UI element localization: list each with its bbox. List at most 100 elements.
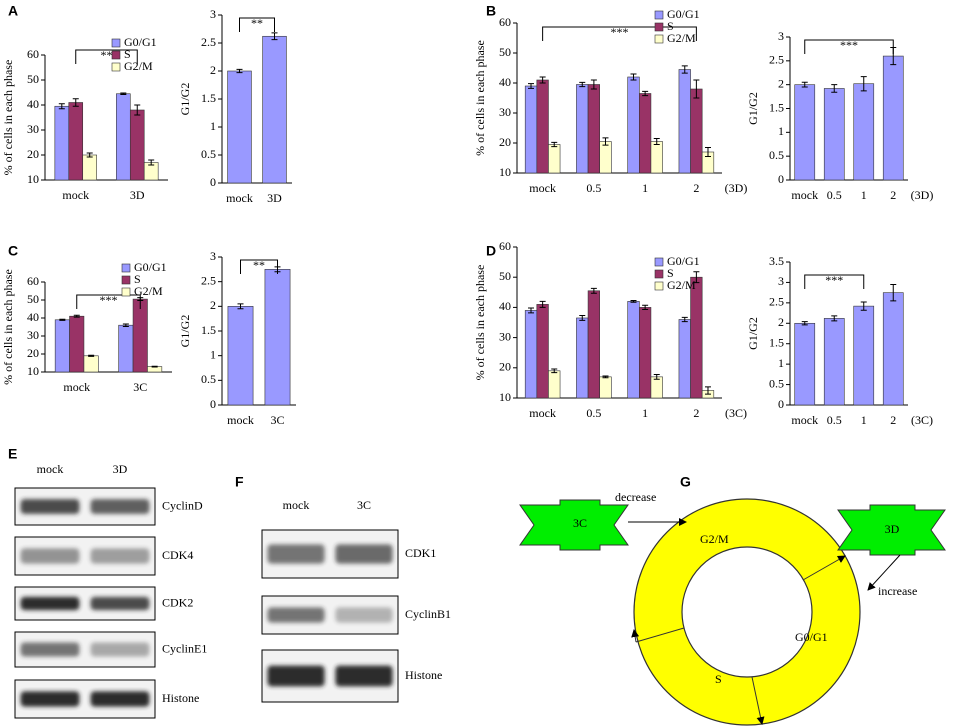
- y-tick-label: 1.5: [201, 323, 216, 337]
- bar: [599, 376, 612, 399]
- bar: [118, 324, 134, 373]
- error-bar: [148, 159, 155, 166]
- y-axis-label: G1/G2: [178, 315, 192, 348]
- legend-label: S: [124, 47, 131, 61]
- error-bar: [860, 76, 867, 92]
- y-tick-label: 1.5: [769, 335, 784, 349]
- band: [20, 499, 80, 514]
- y-axis-label: G1/G2: [178, 83, 192, 116]
- x-tick-label: mock: [529, 406, 556, 420]
- panel-label: A: [8, 3, 18, 19]
- y-tick-label: 0: [778, 172, 784, 186]
- y-tick-label: 2: [210, 63, 216, 77]
- error-bar: [653, 373, 660, 380]
- y-tick-label: 2.5: [201, 273, 216, 287]
- band: [267, 544, 325, 564]
- error-bar: [134, 104, 141, 116]
- error-bar: [831, 84, 838, 93]
- ribbon-label: 3C: [573, 516, 587, 530]
- y-tick-label: 30: [499, 105, 511, 119]
- legend-swatch: [121, 287, 131, 297]
- y-tick-label: 50: [499, 269, 511, 283]
- error-bar: [271, 32, 278, 41]
- error-bar: [681, 65, 688, 74]
- significance-bracket: [75, 49, 138, 64]
- cell-cycle-ring: [519, 498, 946, 726]
- band: [20, 548, 80, 564]
- bar: [548, 144, 561, 174]
- error-bar: [58, 103, 65, 110]
- x-tick-label: 3C: [270, 413, 284, 427]
- band: [335, 607, 393, 623]
- band: [90, 691, 150, 707]
- band-label: Histone: [405, 668, 442, 682]
- x-unit: (3C): [911, 413, 933, 427]
- y-axis-label: % of cells in each phase: [473, 265, 487, 381]
- y-tick-label: 60: [499, 239, 511, 253]
- y-tick-label: 0: [210, 397, 216, 411]
- legend-label: G2/M: [667, 31, 696, 45]
- y-axis-label: % of cells in each phase: [473, 40, 487, 156]
- legend-swatch: [111, 38, 121, 48]
- legend-swatch: [111, 62, 121, 72]
- y-tick-label: 0.5: [769, 148, 784, 162]
- significance: **: [101, 48, 113, 62]
- bar: [627, 301, 640, 399]
- panel-label: G: [680, 474, 691, 490]
- y-tick-label: 1: [778, 356, 784, 370]
- band-label: Histone: [162, 691, 199, 705]
- error-bar: [831, 315, 838, 322]
- y-tick-label: 30: [499, 329, 511, 343]
- legend-label: S: [667, 19, 674, 33]
- bar: [882, 292, 904, 406]
- x-tick-label: 2: [693, 181, 699, 195]
- y-tick-label: 1: [778, 124, 784, 138]
- y-tick-label: 3.5: [769, 254, 784, 268]
- y-tick-label: 60: [27, 274, 39, 288]
- bar: [132, 298, 148, 373]
- y-tick-label: 10: [499, 390, 511, 404]
- error-bar: [801, 321, 808, 326]
- y-axis-label: G1/G2: [746, 92, 760, 125]
- bar: [650, 376, 663, 399]
- error-bar: [681, 316, 688, 323]
- x-tick-label: 0.5: [827, 413, 842, 427]
- y-tick-label: 20: [499, 135, 511, 149]
- band: [90, 596, 150, 611]
- x-tick-label: 0.5: [827, 188, 842, 202]
- x-tick-label: 1: [642, 181, 648, 195]
- significance-bracket: [542, 26, 697, 41]
- legend-swatch: [654, 34, 664, 44]
- lane-label: mock: [283, 498, 310, 512]
- bar: [264, 269, 291, 406]
- error-bar: [693, 271, 700, 284]
- lane-label: mock: [37, 462, 64, 476]
- y-tick-label: 50: [499, 45, 511, 59]
- error-bar: [551, 141, 558, 148]
- bar: [116, 93, 131, 181]
- y-tick-label: 20: [27, 147, 39, 161]
- bar: [678, 319, 691, 399]
- x-tick-label: mock: [226, 191, 253, 205]
- error-bar: [236, 68, 243, 74]
- ribbon-label: 3D: [885, 522, 900, 536]
- legend-swatch: [121, 263, 131, 273]
- y-tick-label: 60: [499, 15, 511, 29]
- band-label: CyclinE1: [162, 641, 207, 655]
- x-tick-label: 0.5: [586, 181, 601, 195]
- y-tick-label: 2.5: [769, 295, 784, 309]
- legend-label: G0/G1: [667, 7, 700, 21]
- y-tick-label: 40: [499, 299, 511, 313]
- y-tick-label: 3: [210, 249, 216, 263]
- x-tick-label: 2: [890, 188, 896, 202]
- y-tick-label: 3: [210, 7, 216, 21]
- y-tick-label: 0: [210, 175, 216, 189]
- y-axis-label: G1/G2: [746, 317, 760, 350]
- error-bar: [86, 152, 93, 158]
- band: [267, 665, 325, 687]
- x-unit: (3D): [911, 188, 934, 202]
- x-tick-label: mock: [227, 413, 254, 427]
- bar: [262, 35, 287, 184]
- x-tick-label: 1: [861, 413, 867, 427]
